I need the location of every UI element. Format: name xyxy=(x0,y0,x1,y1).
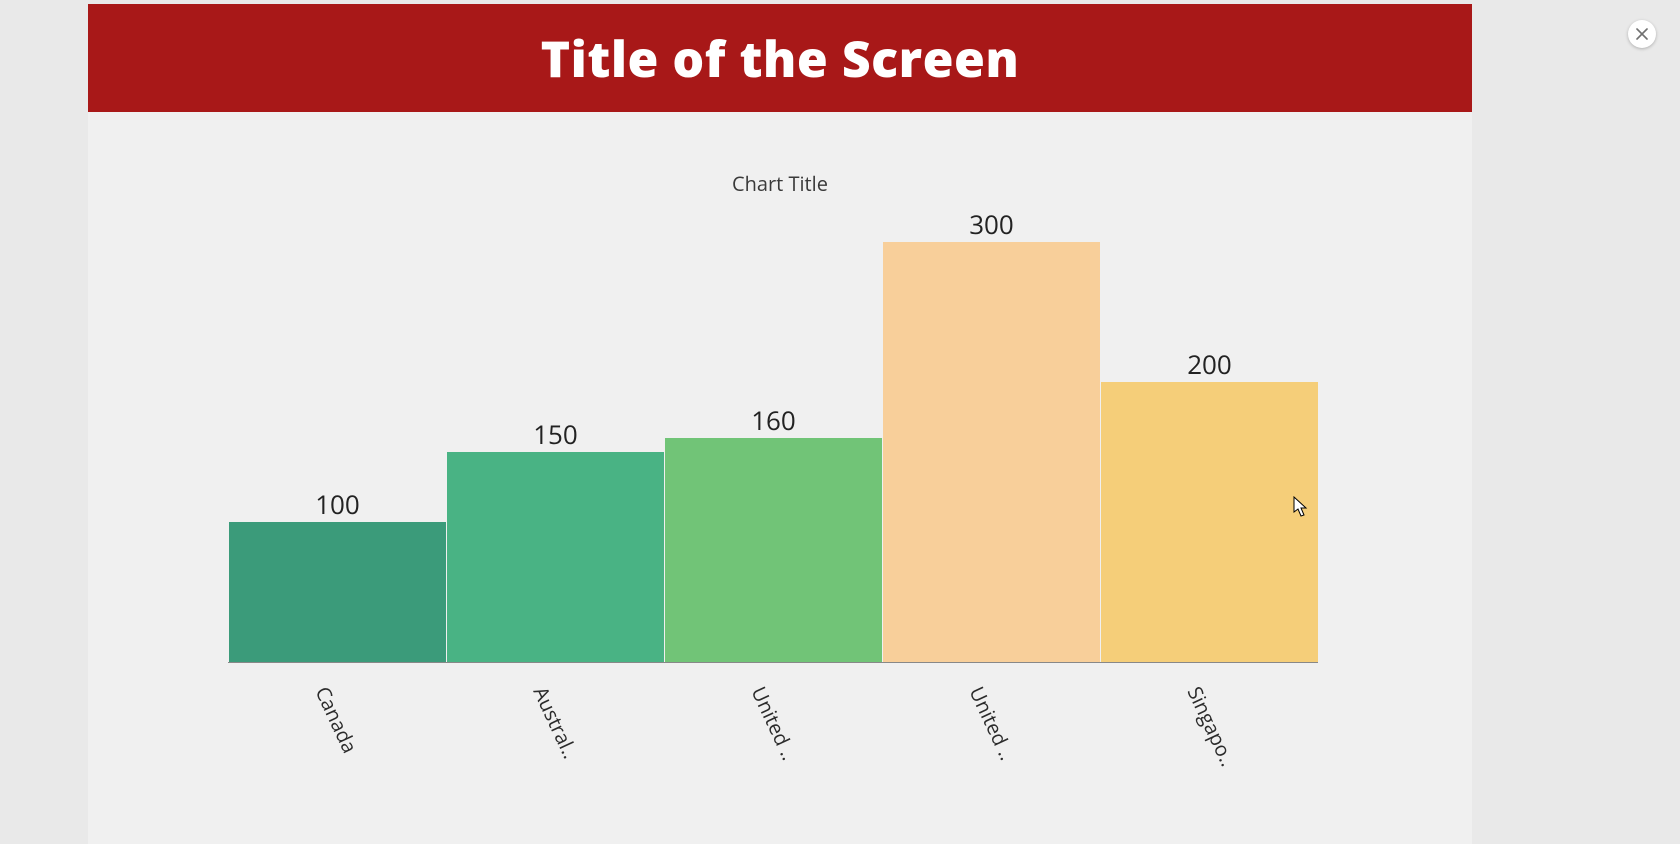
chart-plot: Revenue 100150160300200 xyxy=(228,242,1318,663)
chart-area: Chart Title Revenue 100150160300200 Cana… xyxy=(88,112,1472,844)
bar[interactable]: 150 xyxy=(447,452,664,662)
bar[interactable]: 200 xyxy=(1101,382,1318,662)
x-axis-label: Austral.. xyxy=(527,682,584,763)
x-axis-label: United .. xyxy=(745,682,803,764)
x-axis-label: Singapo.. xyxy=(1181,682,1241,770)
screen-title: Title of the Screen xyxy=(541,24,1020,92)
bar-value-label: 150 xyxy=(447,416,664,452)
chart-title: Chart Title xyxy=(88,170,1472,197)
close-button[interactable] xyxy=(1628,20,1656,48)
header-bar: Title of the Screen xyxy=(88,4,1472,112)
page-root: Title of the Screen Chart Title Revenue … xyxy=(0,0,1680,844)
x-axis-label: Canada xyxy=(309,682,363,757)
x-axis-labels: Canada Austral.. United .. United .. Singapo… xyxy=(228,672,1318,792)
bar[interactable]: 160 xyxy=(665,438,882,662)
x-axis-label: United .. xyxy=(963,682,1021,764)
bar-value-label: 100 xyxy=(229,486,446,522)
bar-value-label: 160 xyxy=(665,402,882,438)
bar[interactable]: 100 xyxy=(229,522,446,662)
report-panel: Title of the Screen Chart Title Revenue … xyxy=(88,4,1472,844)
close-icon xyxy=(1636,28,1648,40)
bar[interactable]: 300 xyxy=(883,242,1100,662)
bar-value-label: 200 xyxy=(1101,346,1318,382)
bar-value-label: 300 xyxy=(883,206,1100,242)
